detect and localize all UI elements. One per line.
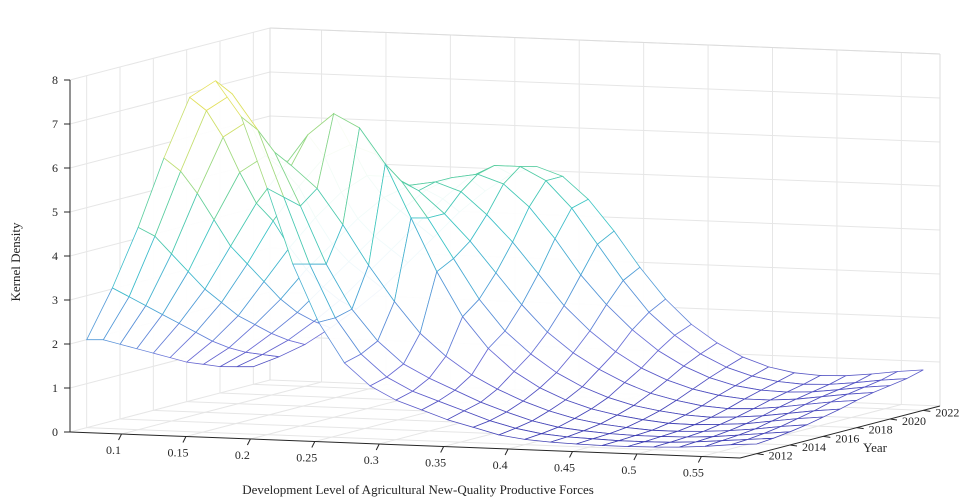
y-tick-mark bbox=[856, 427, 864, 430]
z-tick-label: 4 bbox=[52, 249, 58, 263]
z-tick-label: 6 bbox=[52, 161, 58, 175]
grid-line bbox=[69, 379, 271, 433]
y-tick-label: 2016 bbox=[835, 431, 859, 445]
y-tick-mark bbox=[889, 418, 898, 421]
z-tick-label: 5 bbox=[52, 205, 58, 219]
y-tick-mark bbox=[789, 444, 798, 447]
x-tick-mark bbox=[118, 433, 122, 441]
z-tick-label: 7 bbox=[52, 117, 58, 131]
labels-layer: Kernel Density Development Level of Agri… bbox=[8, 222, 888, 497]
x-tick-mark bbox=[569, 451, 573, 458]
wall-edge bbox=[269, 27, 941, 55]
y-axis-line bbox=[739, 405, 941, 459]
z-tick-label: 1 bbox=[52, 381, 58, 395]
x-tick-label: 0.15 bbox=[167, 446, 188, 460]
y-axis-title: Year bbox=[863, 440, 888, 455]
y-tick-label: 2022 bbox=[935, 405, 959, 419]
grid-line bbox=[121, 381, 322, 435]
x-tick-label: 0.35 bbox=[425, 456, 446, 470]
grid-line bbox=[269, 115, 941, 143]
x-tick-mark bbox=[375, 443, 380, 451]
y-tick-label: 2012 bbox=[769, 449, 793, 463]
x-tick-label: 0.25 bbox=[296, 451, 317, 465]
axes-layer: 0 1 2 3 4 5 6 7 8 0.1 0.15 0.2 0.25 0.3 0.35 0.4 0.45 0.5… bbox=[52, 73, 959, 480]
grid-line bbox=[86, 427, 757, 455]
x-tick-label: 0.4 bbox=[493, 458, 508, 472]
x-axis-title: Development Level of Agricultural New-Qu… bbox=[242, 482, 594, 497]
y-tick-mark bbox=[756, 453, 764, 456]
x-tick-mark bbox=[440, 446, 445, 453]
x-tick-mark bbox=[182, 436, 187, 443]
z-axis-title: Kernel Density bbox=[8, 222, 23, 302]
y-tick-label: 2014 bbox=[802, 440, 826, 454]
grid-line bbox=[185, 384, 387, 437]
x-tick-mark bbox=[697, 456, 702, 463]
x-axis-line bbox=[69, 431, 741, 459]
x-tick-label: 0.3 bbox=[364, 453, 379, 467]
z-tick-label: 0 bbox=[52, 425, 58, 439]
grid-line bbox=[69, 71, 271, 125]
z-tick-label: 2 bbox=[52, 337, 58, 351]
grid-line bbox=[701, 404, 902, 457]
z-tick-label: 3 bbox=[52, 293, 58, 307]
y-tick-mark bbox=[823, 435, 831, 438]
surface-layer bbox=[86, 80, 924, 448]
y-tick-label: 2020 bbox=[902, 414, 926, 428]
x-tick-mark bbox=[633, 453, 638, 461]
x-tick-mark bbox=[311, 441, 316, 448]
x-tick-label: 0.55 bbox=[683, 466, 704, 480]
y-tick-mark bbox=[923, 409, 931, 412]
x-tick-label: 0.5 bbox=[621, 463, 636, 477]
grid-line bbox=[69, 27, 271, 81]
grid-line bbox=[269, 71, 941, 99]
x-tick-label: 0.45 bbox=[554, 461, 575, 475]
x-tick-label: 0.1 bbox=[106, 443, 121, 457]
x-tick-mark bbox=[504, 448, 509, 456]
surface-cell bbox=[730, 437, 774, 446]
x-tick-mark bbox=[246, 438, 251, 446]
z-tick-label: 8 bbox=[52, 73, 58, 87]
y-tick-label: 2018 bbox=[869, 423, 893, 437]
x-tick-label: 0.2 bbox=[235, 448, 250, 462]
